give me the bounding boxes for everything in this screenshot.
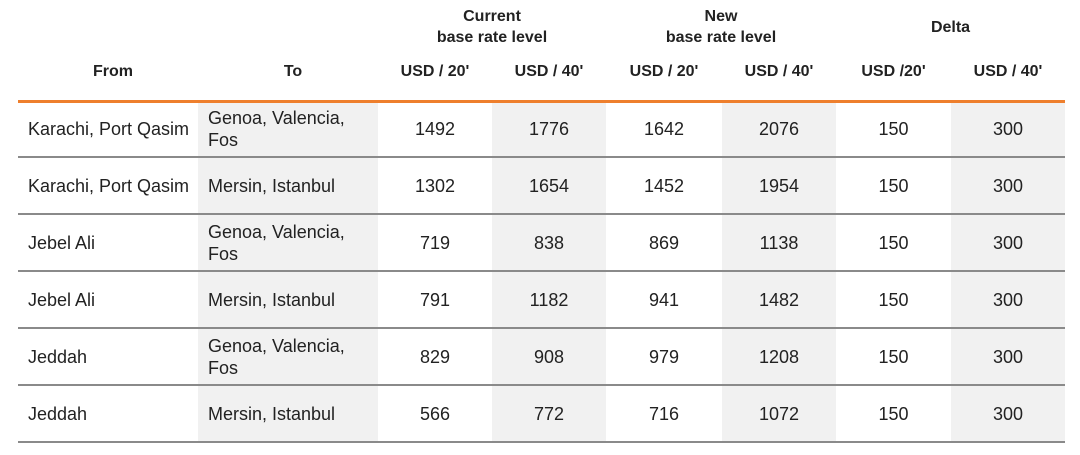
cell-delta-40: 300	[951, 214, 1065, 272]
cell-from: Jebel Ali	[18, 214, 198, 272]
cell-from: Jeddah	[18, 385, 198, 443]
rate-table: Karachi, Port Qasim Genoa, Valencia, Fos 1…	[18, 101, 1065, 443]
column-header: USD / 40'	[514, 63, 584, 80]
cell-delta-20: 150	[836, 271, 951, 329]
column-header: USD / 40'	[973, 63, 1043, 80]
cell-current-20: 719	[378, 214, 492, 272]
cell-new-40: 2076	[722, 101, 836, 158]
cell-delta-20: 150	[836, 214, 951, 272]
cell-to: Genoa, Valencia, Fos	[198, 214, 378, 272]
group-line1: New	[704, 8, 738, 25]
cell-current-40: 1776	[492, 101, 606, 158]
cell-delta-40: 300	[951, 101, 1065, 158]
group-header-delta: Delta	[836, 17, 1065, 38]
table-row: Jebel Ali Genoa, Valencia, Fos 719 838 869 11…	[18, 214, 1065, 272]
cell-to: Genoa, Valencia, Fos	[198, 328, 378, 386]
cell-current-20: 1302	[378, 157, 492, 215]
group-line1: Current	[463, 8, 521, 25]
cell-from: Jeddah	[18, 328, 198, 386]
table-row: Jeddah Genoa, Valencia, Fos 829 908 979 1208 1…	[18, 328, 1065, 386]
cell-current-40: 1654	[492, 157, 606, 215]
cell-new-20: 941	[606, 271, 722, 329]
cell-delta-20: 150	[836, 101, 951, 158]
header-rule	[18, 100, 1065, 103]
cell-new-40: 1954	[722, 157, 836, 215]
cell-from: Jebel Ali	[18, 271, 198, 329]
cell-delta-20: 150	[836, 328, 951, 386]
cell-new-20: 869	[606, 214, 722, 272]
cell-delta-40: 300	[951, 328, 1065, 386]
cell-to: Mersin, Istanbul	[198, 385, 378, 443]
cell-current-20: 566	[378, 385, 492, 443]
cell-to: Genoa, Valencia, Fos	[198, 101, 378, 158]
table-row: Jebel Ali Mersin, Istanbul 791 1182 941 1482 1…	[18, 271, 1065, 329]
cell-delta-20: 150	[836, 385, 951, 443]
cell-new-20: 716	[606, 385, 722, 443]
cell-to: Mersin, Istanbul	[198, 157, 378, 215]
cell-current-40: 1182	[492, 271, 606, 329]
cell-current-20: 1492	[378, 101, 492, 158]
group-line2: base rate level	[665, 29, 777, 46]
group-header-new: New base rate level	[606, 6, 836, 48]
cell-new-20: 1452	[606, 157, 722, 215]
column-header-from: From	[93, 63, 133, 80]
cell-new-40: 1482	[722, 271, 836, 329]
cell-current-20: 829	[378, 328, 492, 386]
table-row: Jeddah Mersin, Istanbul 566 772 716 1072 150 30…	[18, 385, 1065, 443]
cell-new-40: 1208	[722, 328, 836, 386]
cell-delta-40: 300	[951, 271, 1065, 329]
cell-delta-40: 300	[951, 385, 1065, 443]
cell-new-40: 1138	[722, 214, 836, 272]
cell-delta-20: 150	[836, 157, 951, 215]
table-row: Karachi, Port Qasim Genoa, Valencia, Fos 1…	[18, 101, 1065, 158]
group-header-current: Current base rate level	[378, 6, 606, 48]
cell-delta-40: 300	[951, 157, 1065, 215]
column-header: USD /20'	[861, 63, 926, 80]
column-header-to: To	[283, 63, 303, 80]
cell-new-20: 979	[606, 328, 722, 386]
column-header: USD / 40'	[744, 63, 814, 80]
column-header: USD / 20'	[400, 63, 470, 80]
group-line1: Delta	[930, 19, 971, 36]
cell-current-40: 772	[492, 385, 606, 443]
cell-from: Karachi, Port Qasim	[18, 157, 198, 215]
cell-to: Mersin, Istanbul	[198, 271, 378, 329]
cell-from: Karachi, Port Qasim	[18, 101, 198, 158]
group-line2: base rate level	[436, 29, 548, 46]
cell-current-40: 838	[492, 214, 606, 272]
column-header: USD / 20'	[629, 63, 699, 80]
cell-new-40: 1072	[722, 385, 836, 443]
cell-current-40: 908	[492, 328, 606, 386]
table-row: Karachi, Port Qasim Mersin, Istanbul 1302 1…	[18, 157, 1065, 215]
cell-current-20: 791	[378, 271, 492, 329]
cell-new-20: 1642	[606, 101, 722, 158]
